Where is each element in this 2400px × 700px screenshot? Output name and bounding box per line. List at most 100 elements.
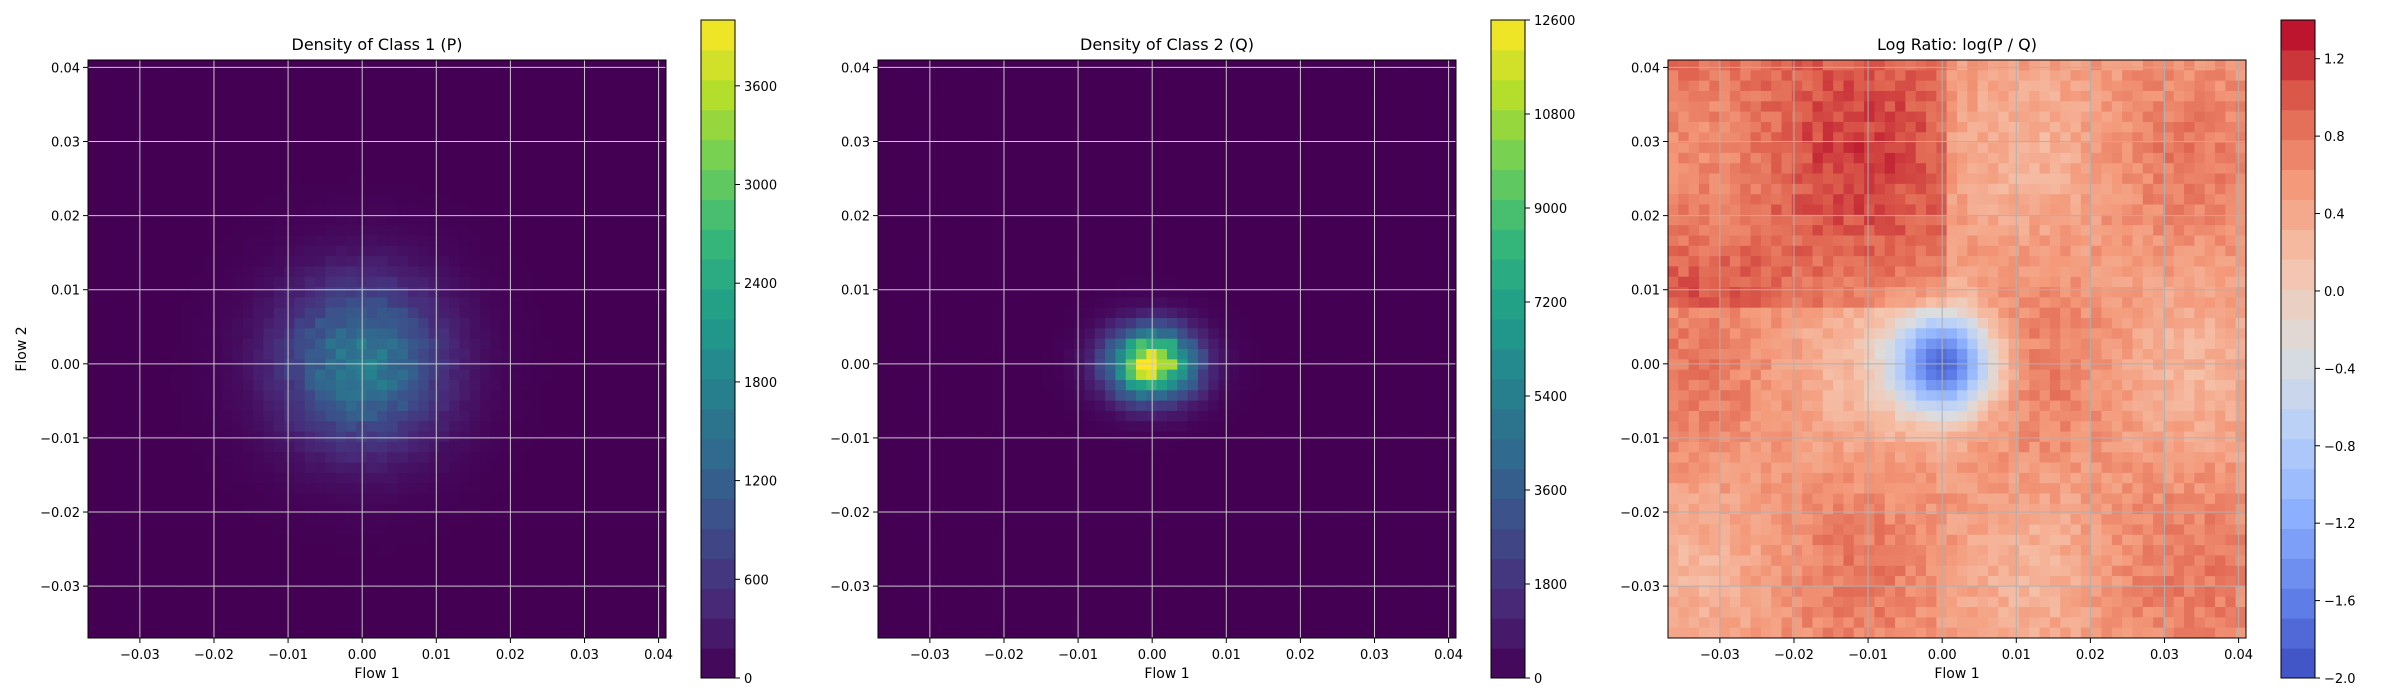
heatmap-cell: [1001, 80, 1013, 92]
heatmap-cell: [929, 524, 941, 536]
heatmap-cell: [593, 617, 605, 629]
heatmap-cell: [929, 452, 941, 464]
heatmap-cell: [624, 483, 636, 495]
heatmap-cell: [325, 359, 337, 371]
heatmap-cell: [118, 235, 130, 247]
heatmap-cell: [407, 514, 419, 526]
heatmap-cell: [604, 379, 615, 391]
heatmap-cell: [108, 235, 120, 247]
x-tick-label: 0.04: [644, 648, 673, 663]
heatmap-cell: [1043, 225, 1055, 237]
heatmap-cell: [304, 80, 316, 92]
heatmap-cell: [562, 607, 574, 618]
heatmap-cell: [521, 204, 533, 216]
heatmap-cell: [366, 183, 378, 195]
heatmap-cell: [1177, 441, 1189, 453]
heatmap-cell: [970, 328, 982, 340]
heatmap-cell: [1177, 152, 1189, 164]
y-axis-label: Flow 2: [14, 326, 30, 371]
heatmap-cell: [511, 225, 523, 237]
heatmap-cell: [552, 607, 564, 618]
heatmap-cell: [273, 276, 285, 288]
heatmap-cell: [98, 565, 110, 577]
heatmap-cell: [108, 421, 120, 433]
heatmap-cell: [98, 328, 110, 340]
heatmap-cell: [1022, 607, 1034, 618]
heatmap-cell: [542, 287, 554, 298]
heatmap-cell: [552, 586, 564, 598]
heatmap-cell: [273, 111, 285, 123]
heatmap-cell: [604, 431, 615, 443]
heatmap-cell: [624, 441, 636, 453]
heatmap-cell: [377, 452, 388, 464]
heatmap-cell: [325, 276, 337, 288]
heatmap-cell: [490, 173, 502, 185]
heatmap-cell: [888, 276, 900, 288]
heatmap-cell: [170, 483, 182, 495]
heatmap-cell: [888, 287, 900, 298]
heatmap-cell: [1012, 235, 1024, 247]
heatmap-cell: [950, 297, 962, 309]
heatmap-cell: [1012, 256, 1024, 268]
heatmap-cell: [377, 111, 388, 123]
heatmap-cell: [1156, 607, 1168, 618]
heatmap-cell: [635, 318, 646, 329]
heatmap-cell: [222, 555, 234, 567]
heatmap-cell: [304, 607, 316, 618]
heatmap-cell: [624, 596, 636, 608]
heatmap-cell: [1197, 194, 1209, 206]
heatmap-cell: [160, 276, 172, 288]
heatmap-cell: [939, 596, 951, 608]
heatmap-cell: [211, 379, 223, 391]
heatmap-cell: [273, 142, 285, 154]
heatmap-cell: [1197, 245, 1209, 257]
heatmap-cell: [160, 627, 172, 638]
heatmap-cell: [387, 586, 399, 598]
heatmap-cell: [898, 173, 910, 185]
heatmap-cell: [991, 276, 1003, 288]
heatmap-cell: [1063, 441, 1075, 453]
heatmap-cell: [542, 338, 554, 350]
heatmap-cell: [939, 431, 951, 443]
heatmap-cell: [919, 194, 931, 206]
heatmap-cell: [521, 379, 533, 391]
heatmap-cell: [1105, 276, 1116, 288]
heatmap-cell: [1156, 514, 1168, 526]
heatmap-cell: [273, 390, 285, 402]
heatmap-cell: [898, 204, 910, 216]
heatmap-cell: [88, 441, 99, 453]
heatmap-cell: [480, 462, 492, 474]
heatmap-cell: [583, 534, 595, 546]
heatmap-cell: [991, 452, 1003, 464]
heatmap-cell: [562, 152, 574, 164]
heatmap-cell: [888, 483, 900, 495]
heatmap-cell: [129, 245, 141, 257]
heatmap-cell: [991, 60, 1003, 71]
heatmap-cell: [1105, 514, 1116, 526]
heatmap-cell: [970, 493, 982, 505]
heatmap-cell: [562, 524, 574, 536]
heatmap-cell: [180, 421, 192, 433]
heatmap-cell: [88, 80, 99, 92]
heatmap-cell: [531, 328, 543, 340]
heatmap-cell: [511, 390, 523, 402]
heatmap-cell: [170, 617, 182, 629]
heatmap-cell: [645, 132, 657, 144]
heatmap-cell: [418, 349, 430, 360]
heatmap-cell: [521, 617, 533, 629]
heatmap-cell: [438, 349, 450, 360]
heatmap-cell: [939, 359, 951, 371]
heatmap-cell: [1074, 410, 1086, 422]
heatmap-cell: [397, 80, 409, 92]
heatmap-cell: [335, 524, 347, 536]
heatmap-cell: [315, 266, 326, 278]
heatmap-cell: [201, 328, 213, 340]
heatmap-cell: [929, 400, 941, 412]
heatmap-cell: [950, 256, 962, 268]
heatmap-cell: [284, 441, 296, 453]
heatmap-cell: [950, 462, 962, 474]
heatmap-cell: [1197, 276, 1209, 288]
heatmap-cell: [878, 214, 889, 226]
heatmap-cell: [635, 328, 646, 340]
heatmap-cell: [449, 328, 461, 340]
